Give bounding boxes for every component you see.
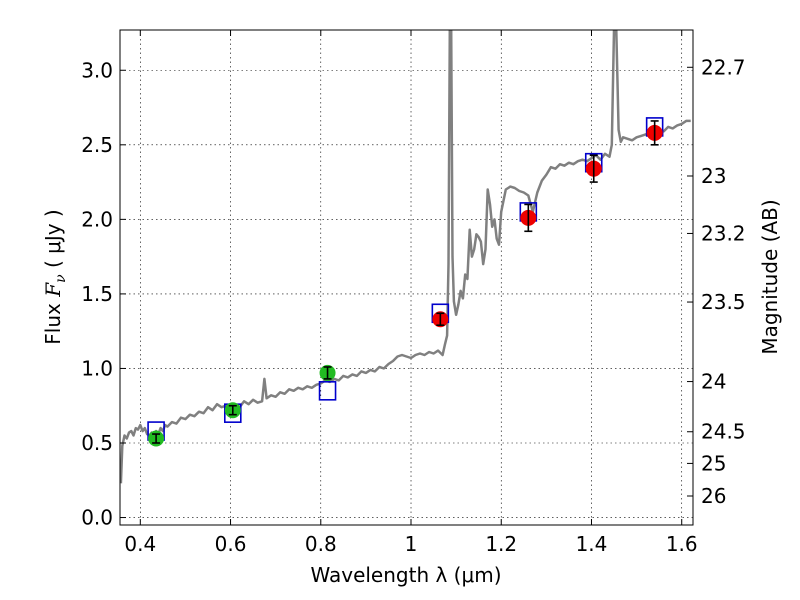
x-tick-label: 1.4: [576, 532, 608, 556]
y-axis-label-prefix: Flux: [41, 297, 65, 345]
x-tick-label: 0.4: [124, 532, 156, 556]
y2-tick-label: 25: [701, 451, 726, 475]
model-flux-square: [318, 381, 337, 401]
template-spectrum-line: [120, 30, 691, 484]
tick-labels: 0.4 0.6 0.8 1 1.2 1.4 1.6 0.0 0.5 1.0 1.5 2.0 2.5 3.0…: [81, 55, 745, 556]
x-tick-label: 1.6: [666, 532, 698, 556]
y-axis-label: Flux Fν ( μJy ): [41, 209, 69, 344]
y2-tick-label: 24: [701, 370, 726, 394]
y2-tick-label: 24.5: [701, 420, 746, 444]
y2-tick-label: 22.7: [701, 55, 746, 79]
x-tick-label: 0.8: [305, 532, 337, 556]
y-axis-label-unit: ( μJy ): [41, 209, 65, 274]
observed-flux-points: [148, 120, 663, 447]
y-tick-label: 0.0: [81, 506, 113, 530]
y2-axis-label: Magnitude (AB): [758, 199, 782, 354]
axis-ticks: [120, 30, 693, 525]
plot-frame: [119, 29, 694, 526]
x-axis-label: Wavelength λ (μm): [310, 563, 501, 587]
x-tick-label: 0.6: [215, 532, 247, 556]
x-tick-label: 1: [405, 532, 418, 556]
y2-tick-label: 23: [701, 164, 726, 188]
model-flux-squares: [147, 117, 664, 441]
grid-lines: [120, 30, 693, 525]
x-tick-label: 1.2: [485, 532, 517, 556]
y-axis-label-symbol: F: [41, 282, 65, 298]
y-axis-label-subscript: ν: [53, 274, 69, 283]
y2-tick-label: 23.5: [701, 290, 746, 314]
y2-tick-label: 26: [701, 484, 726, 508]
y-tick-label: 0.5: [81, 431, 113, 455]
y-tick-label: 2.0: [81, 207, 113, 231]
y-tick-label: 3.0: [81, 58, 113, 82]
template-spectrum: [120, 30, 691, 484]
y-tick-label: 2.5: [81, 133, 113, 157]
y-tick-label: 1.0: [81, 356, 113, 380]
y-tick-label: 1.5: [81, 282, 113, 306]
y2-tick-label: 23.2: [701, 221, 746, 245]
